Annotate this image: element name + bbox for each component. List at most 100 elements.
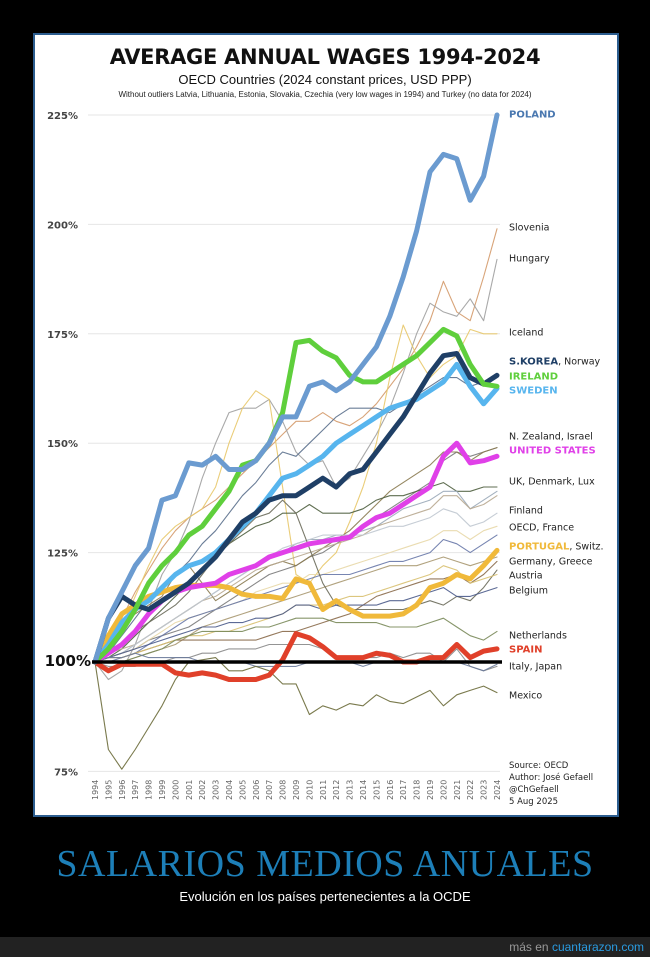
end-label: Hungary [509, 254, 550, 265]
x-tick-label: 2012 [332, 780, 341, 800]
chart-panel [33, 33, 619, 817]
end-label: SWEDEN [509, 386, 558, 397]
series-line-sweden [92, 361, 500, 665]
end-label-text: Finland [509, 505, 543, 517]
end-label-text: N. Zealand, Israel [509, 431, 593, 443]
x-tick-label: 2017 [399, 780, 408, 800]
x-tick-label: 2019 [426, 780, 435, 800]
series-line-poland [92, 112, 500, 665]
end-label-text: IRELAND [509, 371, 559, 383]
end-label-text: Iceland [509, 327, 544, 339]
x-tick-label: 2007 [265, 780, 274, 800]
author-line: Author: José Gefaell [509, 773, 594, 783]
end-label-text: POLAND [509, 109, 556, 121]
x-tick-label: 2001 [185, 780, 194, 800]
end-label: UK, Denmark, Lux [509, 477, 595, 488]
end-label-text: PORTUGAL [509, 541, 570, 553]
site-link[interactable]: cuantarazon.com [551, 940, 644, 954]
end-label-text: , Switz. [569, 541, 604, 553]
end-label-text: Austria [509, 570, 543, 582]
end-label: Iceland [509, 328, 543, 339]
x-tick-label: 2018 [413, 780, 422, 800]
end-label: Slovenia [509, 223, 549, 234]
series-line-hungary [94, 258, 498, 681]
end-label: Italy, Japan [509, 662, 562, 673]
series-line-finland [94, 508, 498, 663]
y-tick-label: 75% [54, 767, 78, 778]
series-line-portugal [92, 547, 500, 665]
caption-subtitle: Evolución en los países pertenecientes a… [179, 889, 471, 904]
source-line: Source: OECD [509, 761, 569, 771]
footer-text: más en cuantarazon.com [509, 940, 644, 954]
y-tick-label: 100% [45, 652, 91, 670]
end-label: IRELAND [509, 372, 558, 383]
x-tick-label: 2005 [238, 780, 247, 800]
end-label-text: SWEDEN [509, 385, 558, 397]
y-tick-label: 125% [47, 549, 78, 560]
x-tick-label: 2010 [305, 780, 314, 800]
footer-prefix: más en [509, 940, 549, 954]
end-label-text: Netherlands [509, 630, 567, 642]
chart-title: AVERAGE ANNUAL WAGES 1994-2024 [109, 45, 541, 69]
source-block: Source: OECD Author: José Gefaell @ChGef… [509, 760, 593, 808]
series-line-netherlands [94, 617, 498, 663]
series-line-ireland [92, 326, 500, 665]
series-line-s-korea [92, 351, 500, 665]
y-tick-label: 200% [47, 220, 78, 231]
x-tick-label: 2006 [252, 780, 261, 800]
end-label-text: Mexico [509, 690, 543, 702]
y-tick-label: 225% [47, 111, 78, 122]
end-label-text: Slovenia [509, 222, 550, 234]
y-tick-label: 150% [47, 439, 78, 450]
x-tick-label: 2011 [319, 780, 328, 800]
series-line-mexico [94, 657, 498, 770]
x-tick-label: 2022 [466, 780, 475, 800]
chart-note: Without outliers Latvia, Lithuania, Esto… [118, 90, 532, 99]
end-label-text: UNITED STATES [509, 445, 596, 457]
series-line-slovenia [94, 228, 498, 663]
x-tick-label: 1997 [131, 780, 140, 800]
end-label-text: SPAIN [509, 644, 543, 656]
series-line-france [94, 534, 498, 663]
end-label: N. Zealand, Israel [509, 432, 593, 443]
x-tick-label: 2015 [372, 780, 381, 800]
series-line-n-zealand [94, 447, 498, 663]
end-label: Finland [509, 506, 543, 517]
end-label-text: UK, Denmark, Lux [509, 476, 595, 488]
end-label-text: Belgium [509, 585, 548, 597]
date-line: 5 Aug 2025 [509, 797, 559, 807]
series-line-greece [94, 499, 498, 663]
end-label: Netherlands [509, 631, 567, 642]
end-label: PORTUGAL, Switz. [509, 542, 604, 553]
series-line-belgium [94, 587, 498, 663]
end-label: POLAND [509, 110, 556, 121]
footer-bar: más en cuantarazon.com [0, 937, 650, 957]
series-line-israel [94, 447, 498, 663]
end-label-text: Hungary [509, 253, 550, 265]
x-tick-label: 2002 [198, 780, 207, 800]
x-tick-label: 1995 [104, 780, 113, 800]
end-label: OECD, France [509, 523, 574, 534]
end-label: Germany, Greece [509, 557, 593, 568]
end-label: S.KOREA, Norway [509, 357, 600, 368]
x-tick-label: 1996 [118, 780, 127, 800]
end-label-text: Germany, Greece [509, 556, 593, 568]
x-tick-label: 2023 [480, 780, 489, 800]
chart-subtitle: OECD Countries (2024 constant prices, US… [178, 72, 472, 87]
end-label-text: OECD, France [509, 522, 575, 534]
y-tick-label: 175% [47, 330, 78, 341]
end-label-text: , Norway [558, 356, 601, 368]
x-tick-label: 2013 [346, 780, 355, 800]
end-label: SPAIN [509, 645, 542, 656]
line-chart: 225% 200% 175% 150% 125% 100% 75% 1994 1995 1996 1… [45, 111, 502, 800]
series-line-spain [92, 631, 500, 682]
end-label: UNITED STATES [509, 446, 596, 457]
end-label: Austria [509, 571, 543, 582]
x-tick-label: 2014 [359, 780, 368, 800]
handle-line: @ChGefaell [509, 785, 559, 795]
x-tick-label: 2003 [212, 780, 221, 800]
x-tick-label: 2016 [386, 780, 395, 800]
x-tick-label: 1998 [145, 780, 154, 800]
x-tick-label: 2000 [171, 780, 180, 800]
end-label: Mexico [509, 691, 542, 702]
